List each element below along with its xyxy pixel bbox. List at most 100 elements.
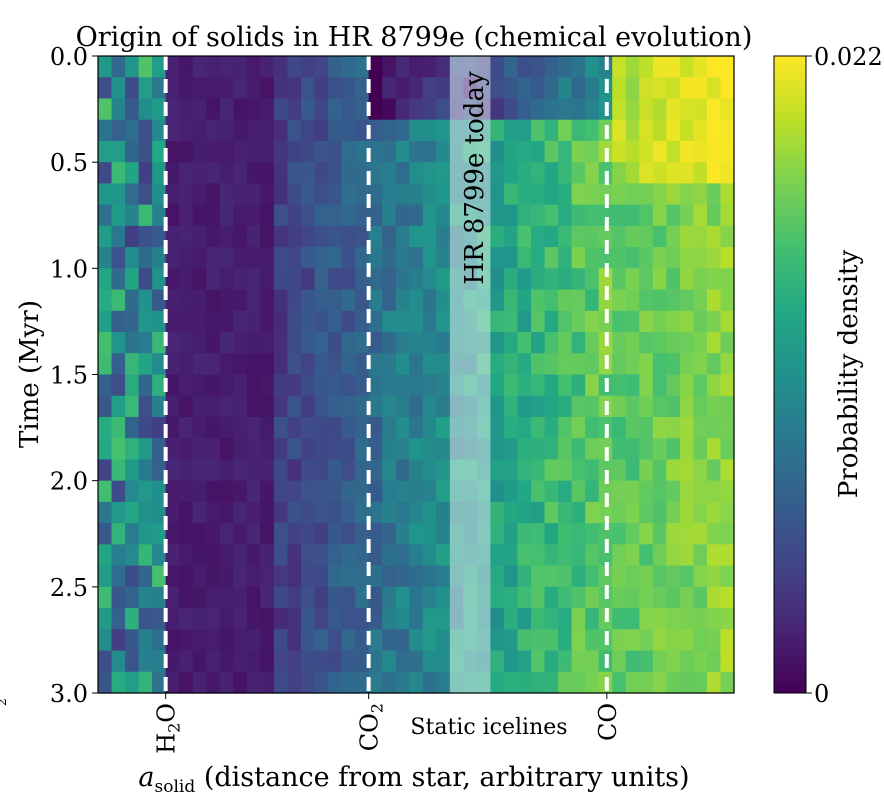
heatmap-cell [165,565,180,588]
heatmap-cell [503,523,519,545]
heatmap-cell [179,162,194,184]
heatmap-cell [273,523,289,545]
heatmap-cell [273,671,289,694]
heatmap-cell [165,98,180,121]
heatmap-cell [368,332,383,354]
heatmap-cell [260,501,275,524]
heatmap-cell [341,608,356,630]
heatmap-cell [679,501,694,524]
heatmap-cell [138,204,153,227]
heatmap-cell [436,501,451,524]
heatmap-cell [531,501,546,524]
heatmap-cell [287,183,302,206]
heatmap-cell [287,56,302,78]
heatmap-cell [125,565,140,588]
heatmap-cell [571,438,586,461]
heatmap-cell [111,438,126,461]
heatmap-cell [192,310,207,333]
heatmap-cell [233,225,248,248]
heatmap-cell [639,565,654,588]
heatmap-cell [341,395,356,418]
heatmap-cell [395,544,410,567]
heatmap-cell [693,162,708,184]
y-tick-label: 0.5 [50,149,88,177]
heatmap-cell [531,162,546,184]
heatmap-cell [233,98,248,121]
heatmap-cell [652,374,667,397]
heatmap-cell [260,162,275,184]
heatmap-cell [544,650,559,673]
heatmap-cell [652,459,667,482]
heatmap-cell [503,183,519,206]
heatmap-cell [422,374,437,397]
heatmap-cell [206,459,221,482]
heatmap-cell [422,204,437,227]
heatmap-cell [355,459,370,482]
heatmap-cell [585,586,600,609]
heatmap-cell [341,332,356,354]
heatmap-cell [233,162,248,184]
heatmap-cell [639,77,654,100]
heatmap-cell [422,650,437,673]
heatmap-cell [152,565,167,588]
heatmap-cell [273,98,289,121]
heatmap-cell [328,459,343,482]
heatmap-cell [138,225,153,248]
heatmap-cell [693,225,708,248]
heatmap-cell [233,395,248,418]
heatmap-cell [490,586,505,609]
heatmap-cell [287,225,302,248]
heatmap-cell [531,310,546,333]
heatmap-cell [179,459,194,482]
heatmap-cell [476,332,492,354]
heatmap-cell [531,438,546,461]
heatmap-cell [273,140,289,163]
heatmap-cell [571,480,586,503]
heatmap-cell [287,332,302,354]
heatmap-cell [287,140,302,163]
heatmap-cell [233,204,248,227]
heatmap-cell [652,98,667,121]
heatmap-cell [652,629,667,652]
heatmap-cell [287,650,302,673]
heatmap-cell [179,501,194,524]
heatmap-cell [246,650,261,673]
heatmap-cell [273,586,289,609]
heatmap-cell [98,56,113,78]
stray-mark: 2 [0,698,9,706]
heatmap-cell [138,671,153,694]
heatmap-cell [125,671,140,694]
heatmap-cell [571,77,586,100]
heatmap-cell [571,671,586,694]
heatmap-cell [138,438,153,461]
heatmap-cell [368,586,383,609]
heatmap-cell [639,204,654,227]
heatmap-cell [165,523,180,545]
heatmap-cell [111,523,126,545]
heatmap-cell [341,140,356,163]
heatmap-cell [206,629,221,652]
heatmap-cell [693,608,708,630]
heatmap-cell [476,544,492,567]
heatmap-cell [125,353,140,376]
heatmap-cell [625,416,640,439]
heatmap-cell [422,459,437,482]
heatmap-cell [125,608,140,630]
heatmap-cell [273,289,289,312]
heatmap-cell [517,353,532,376]
x-label-symbol: a [138,762,154,793]
heatmap-cell [138,374,153,397]
heatmap-cell [165,501,180,524]
heatmap-cell [355,77,370,100]
heatmap-cell [206,183,221,206]
heatmap-cell [152,480,167,503]
heatmap-cell [652,332,667,354]
heatmap-cell [328,310,343,333]
heatmap-cell [138,289,153,312]
heatmap-cell [449,608,464,630]
heatmap-cell [368,162,383,184]
heatmap-cell [246,183,261,206]
heatmap-cell [300,501,316,524]
heatmap-cell [341,225,356,248]
heatmap-cell [98,289,113,312]
